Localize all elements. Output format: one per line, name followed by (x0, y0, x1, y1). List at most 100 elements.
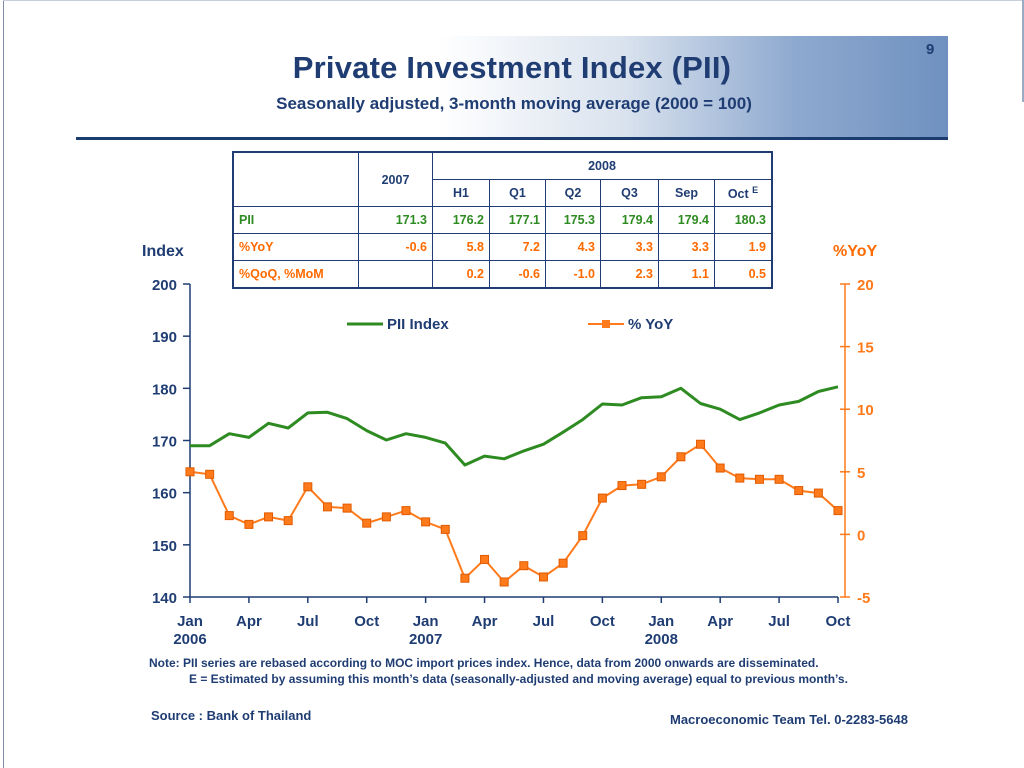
yoy-data-point (597, 493, 607, 503)
page-subtitle: Seasonally adjusted, 3-month moving aver… (276, 94, 752, 113)
yoy-data-point (794, 486, 804, 496)
table-header-row-years: 2007 2008 (232, 151, 773, 207)
estimate-marker: E (752, 184, 759, 195)
table-header-2007: 2007 (358, 151, 433, 207)
row-label: %YoY (232, 233, 359, 261)
yoy-data-point (754, 474, 764, 484)
right-axis-title: %YoY (833, 243, 878, 260)
chart-legend: PII Index % YoY (347, 316, 673, 333)
right-axis-tick-label: 5 (857, 465, 865, 482)
yoy-data-point (715, 463, 725, 473)
yoy-data-point (185, 467, 195, 477)
legend-yoy-marker (602, 320, 610, 328)
note-line-2: E = Estimated by assuming this month’s d… (189, 672, 848, 686)
yoy-data-point (833, 506, 843, 516)
x-axis-tick-label: Apr (236, 613, 262, 630)
yoy-data-point (381, 512, 391, 522)
legend-yoy-label: % YoY (628, 316, 673, 333)
x-axis-tick-label: Jan (413, 613, 439, 630)
row-label: PII (232, 206, 359, 234)
table-cell: 180.3 (714, 206, 773, 234)
table-corner-cell (232, 151, 359, 207)
page-title: Private Investment Index (PII) (292, 50, 732, 85)
table-cell: 176.2 (432, 206, 490, 234)
table-row-qoq-mom: %QoQ, %MoM 0.2 -0.6 -1.0 2.3 1.1 0.5 (232, 260, 773, 289)
yoy-data-point (244, 519, 254, 529)
pii-index-line (190, 385, 839, 467)
yoy-data-point (480, 554, 490, 564)
x-axis-tick-label: Jan (648, 613, 674, 630)
yoy-data-point (499, 577, 509, 587)
slide-frame-left (3, 0, 4, 768)
x-axis-tick-label: Jan (177, 613, 203, 630)
yoy-data-point (558, 558, 568, 568)
left-axis-title: Index (142, 243, 184, 260)
row-label: %QoQ, %MoM (232, 260, 359, 289)
footer-contact: Macroeconomic Team Tel. 0-2283-5648 (670, 712, 908, 727)
right-axis-tick-label: 10 (857, 402, 874, 419)
right-axis-tick-label: 20 (857, 277, 874, 294)
chart-note: Note: PII series are rebased according t… (149, 655, 848, 687)
table-cell: 5.8 (432, 233, 490, 261)
yoy-line (189, 442, 839, 584)
x-axis-year-label: 2007 (409, 631, 442, 648)
legend-pii-label: PII Index (387, 316, 449, 333)
chart-series (185, 385, 843, 587)
slide-frame-top (3, 0, 1024, 1)
left-axis-tick-label: 180 (152, 381, 177, 398)
title-divider (76, 137, 948, 140)
table-cell: 179.4 (600, 206, 659, 234)
table-cell: 3.3 (658, 233, 715, 261)
yoy-data-point (656, 472, 666, 482)
yoy-data-point (637, 479, 647, 489)
left-axis-tick-label: 190 (152, 329, 177, 346)
x-axis-tick-label: Jul (768, 613, 790, 630)
table-header-row-periods: H1 Q1 Q2 Q3 Sep Oct E (233, 179, 773, 207)
table-cell: 3.3 (600, 233, 659, 261)
yoy-data-point (264, 512, 274, 522)
yoy-data-point (578, 531, 588, 541)
slide-frame-right (1022, 0, 1024, 102)
yoy-data-point (696, 439, 706, 449)
x-axis-year-label: 2006 (173, 631, 206, 648)
summary-table: 2007 2008 H1 Q1 Q2 Q3 Sep Oct E PII 171.… (232, 151, 773, 289)
table-header-period: Q3 (600, 179, 659, 207)
x-axis-tick-label: Apr (707, 613, 733, 630)
left-axis-tick-label: 160 (152, 486, 177, 503)
table-cell: 4.3 (545, 233, 601, 261)
yoy-data-point (224, 511, 234, 521)
yoy-data-point (342, 503, 352, 513)
x-axis-tick-label: Jul (297, 613, 319, 630)
source-text: Source : Bank of Thailand (151, 708, 312, 723)
table-cell: 0.2 (432, 260, 490, 289)
yoy-data-point (813, 488, 823, 498)
table-cell: 0.5 (714, 260, 773, 289)
yoy-data-point (676, 452, 686, 462)
table-header-period-oct: Oct E (714, 179, 773, 207)
table-cell: -0.6 (358, 233, 433, 261)
table-row-yoy: %YoY -0.6 5.8 7.2 4.3 3.3 3.3 1.9 (232, 233, 773, 261)
table-cell: 177.1 (489, 206, 546, 234)
yoy-data-point (421, 517, 431, 527)
x-axis-tick-label: Oct (354, 613, 379, 630)
table-cell: 175.3 (545, 206, 601, 234)
yoy-data-point (617, 481, 627, 491)
table-cell (358, 260, 433, 289)
right-axis-tick-label: -5 (857, 590, 870, 607)
yoy-data-point (283, 516, 293, 526)
yoy-data-point (401, 506, 411, 516)
right-axis-tick-label: 0 (857, 527, 865, 544)
table-cell: 171.3 (358, 206, 433, 234)
left-axis-tick-label: 200 (152, 277, 177, 294)
yoy-data-point (774, 474, 784, 484)
page-number: 9 (926, 41, 935, 58)
table-cell: -0.6 (489, 260, 546, 289)
yoy-data-point (205, 469, 215, 479)
yoy-data-point (440, 524, 450, 534)
note-line-1: Note: PII series are rebased according t… (149, 656, 819, 670)
x-axis-year-label: 2008 (645, 631, 678, 648)
table-header-period: Q1 (489, 179, 546, 207)
yoy-data-point (303, 482, 313, 492)
